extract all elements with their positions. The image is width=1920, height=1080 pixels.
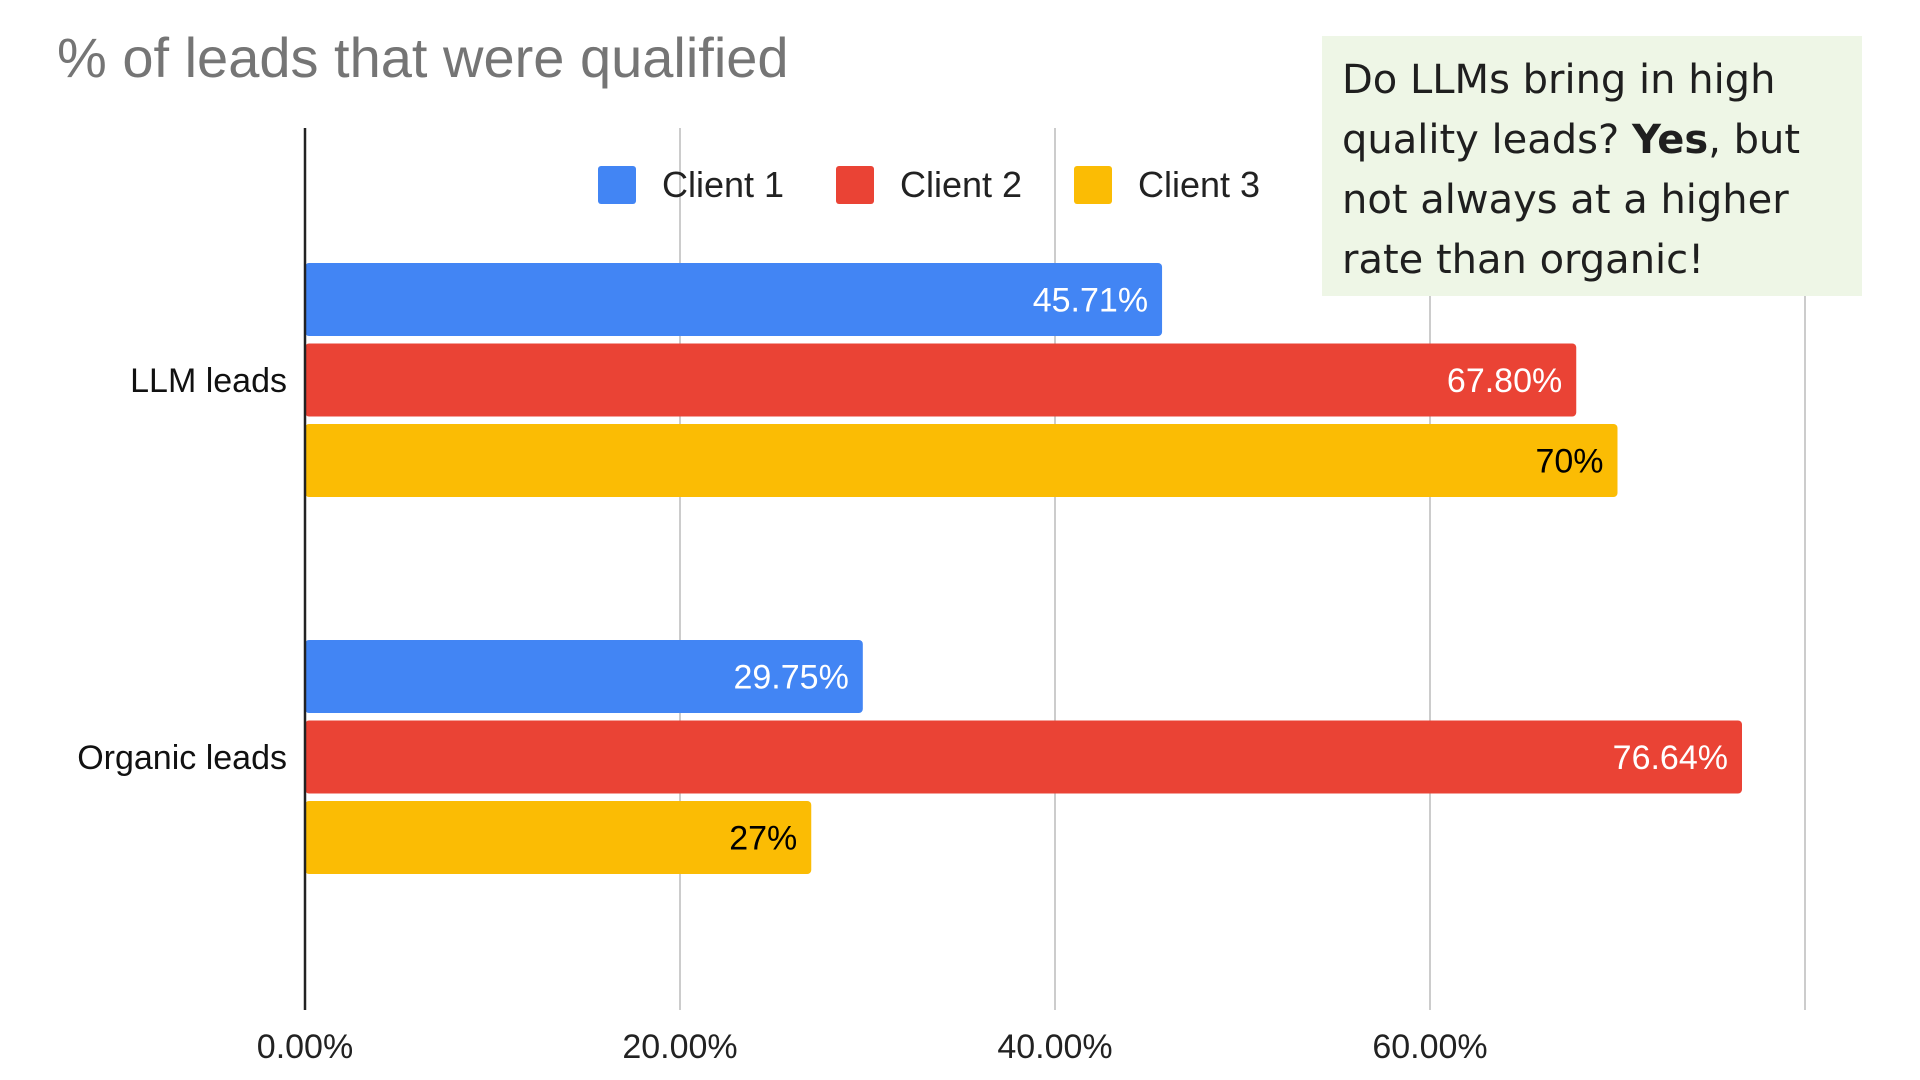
x-tick-label: 0.00% xyxy=(257,1028,353,1066)
category-label: Organic leads xyxy=(77,739,287,777)
bars xyxy=(305,263,1742,874)
legend-swatch xyxy=(1074,166,1112,204)
data-label: 70% xyxy=(1535,443,1603,481)
axes: 0.00% 20.00% 40.00% 60.00% LLM leads Organic … xyxy=(77,128,1488,1066)
data-label: 76.64% xyxy=(1613,739,1728,777)
legend-swatch xyxy=(598,166,636,204)
data-label: 67.80% xyxy=(1447,362,1562,400)
bar xyxy=(305,720,1742,794)
annotation-box: Do LLMs bring in high quality leads? Yes… xyxy=(1322,36,1862,296)
x-tick-label: 40.00% xyxy=(997,1028,1112,1066)
legend-swatch xyxy=(836,166,874,204)
x-tick-label: 60.00% xyxy=(1372,1028,1487,1066)
annotation-text-end: , but not always at a higher rate than o… xyxy=(1342,117,1801,283)
x-tick-label: 20.00% xyxy=(622,1028,737,1066)
legend-label: Client 1 xyxy=(662,164,784,205)
data-label: 27% xyxy=(729,820,797,858)
category-label: LLM leads xyxy=(130,362,287,400)
annotation-text-bold: Yes xyxy=(1631,117,1709,163)
legend: Client 1 Client 2 Client 3 xyxy=(598,164,1260,205)
annotation-text-start: Do LLMs bring in high quality leads? xyxy=(1342,57,1776,163)
chart-title: % of leads that were qualified xyxy=(57,26,789,89)
legend-label: Client 3 xyxy=(1138,164,1260,205)
data-label: 45.71% xyxy=(1033,282,1148,320)
data-label: 29.75% xyxy=(733,659,848,697)
bar xyxy=(305,424,1618,497)
legend-label: Client 2 xyxy=(900,164,1022,205)
bar xyxy=(305,640,863,713)
data-labels: 45.71% 67.80% 70% 29.75% 76.64% 27% xyxy=(729,282,1728,858)
bar xyxy=(305,343,1577,417)
bar xyxy=(305,263,1163,336)
bar xyxy=(305,801,812,874)
